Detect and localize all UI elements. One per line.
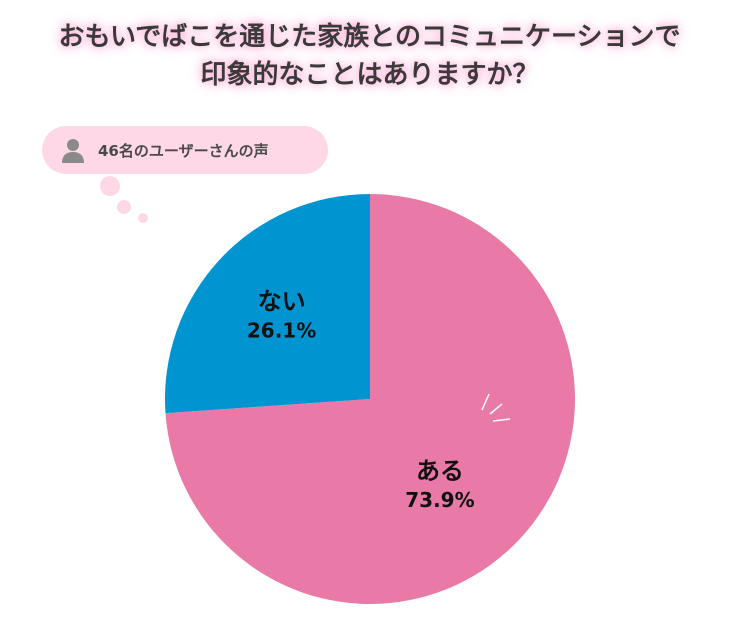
thought-dot-large	[100, 176, 120, 196]
pie-slice-aru	[165, 194, 575, 604]
emphasis-lines	[481, 393, 511, 422]
emphasis-line	[489, 403, 503, 415]
chart-title: おもいでばこを通じた家族とのコミュニケーションで 印象的なことはありますか？	[0, 18, 739, 94]
person-icon	[60, 137, 86, 163]
thought-dot-medium	[117, 200, 131, 214]
emphasis-line	[492, 418, 511, 422]
pie-slice-nai	[164, 194, 370, 414]
slice-label-aru: ある	[416, 457, 464, 485]
title-line-1: おもいでばこを通じた家族とのコミュニケーションで	[58, 22, 681, 52]
slice-value-nai: 26.1%	[247, 318, 316, 342]
respondents-bubble: 46名のユーザーさんの声	[42, 126, 328, 174]
thought-dot-small	[138, 213, 148, 223]
slice-label-nai: ない	[258, 287, 306, 315]
respondents-label: 46名のユーザーさんの声	[98, 141, 269, 160]
emphasis-line	[481, 393, 490, 411]
slice-value-aru: 73.9%	[405, 488, 474, 512]
title-line-2: 印象的なことはありますか？	[200, 60, 539, 90]
